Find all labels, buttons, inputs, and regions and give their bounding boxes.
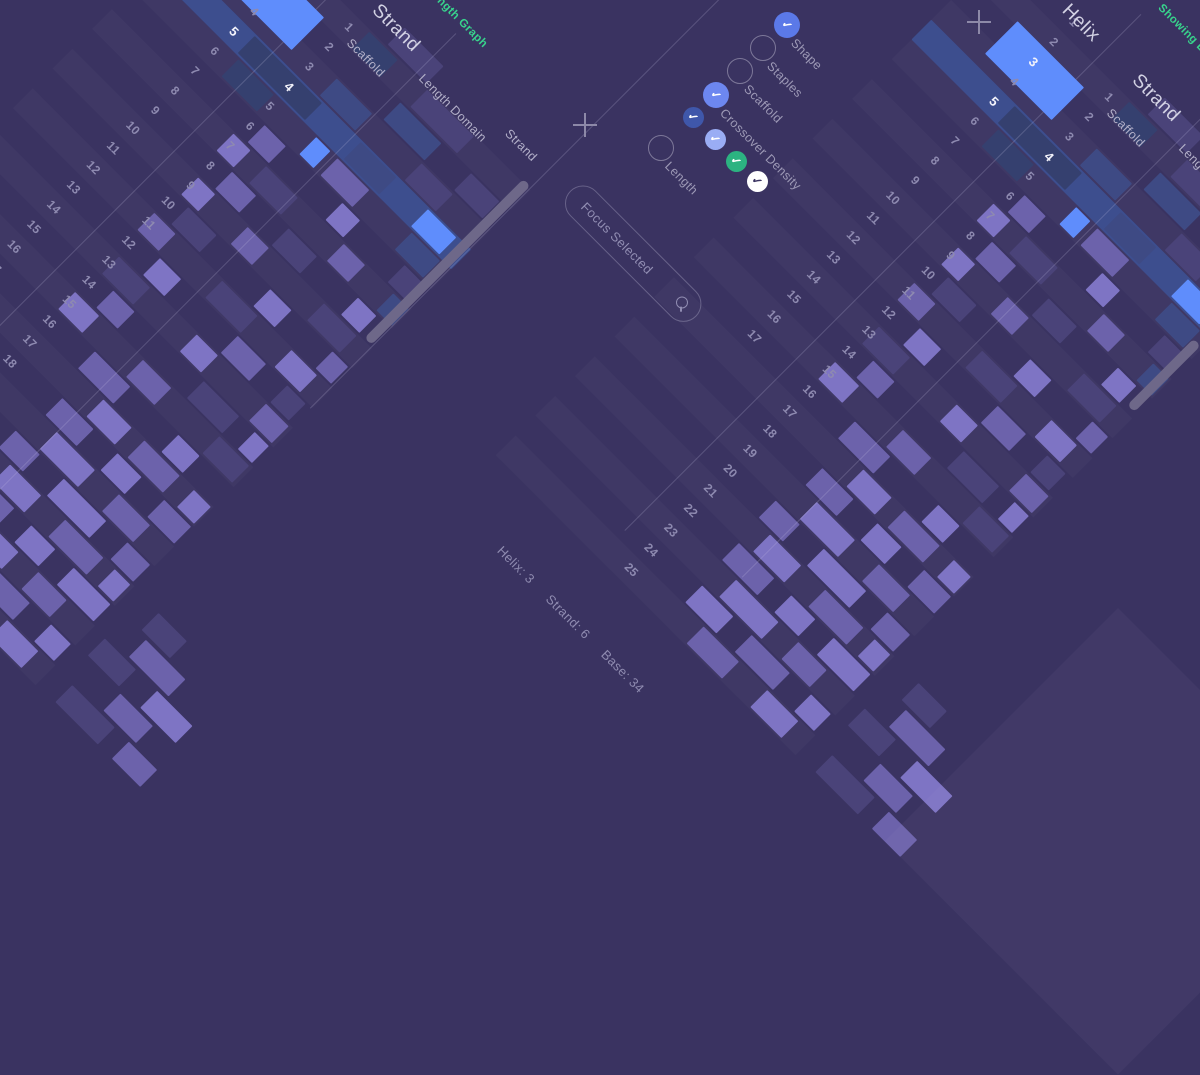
add-view-button-left[interactable] [573, 113, 597, 137]
toggle-length[interactable] [648, 135, 674, 161]
toggle-shape-label: Shape [788, 36, 825, 73]
toggle-crossover-density[interactable]: ✓ [703, 82, 729, 108]
length-graph-link[interactable]: Length Graph [425, 0, 490, 50]
toggle-color-option-5[interactable]: ✓ [705, 129, 726, 150]
tooltip-item: Helix: 3 [494, 543, 538, 587]
toggle-color-option-4[interactable]: ✓ [683, 107, 704, 128]
toggle-staples-label: Staples [764, 59, 805, 100]
check-icon: ✓ [685, 109, 701, 125]
toggle-length-label: Length [662, 159, 701, 198]
toggle-staples[interactable] [750, 35, 776, 61]
toggle-color-option-7[interactable]: ✓ [747, 171, 768, 192]
plus-icon [978, 10, 980, 34]
plus-icon [584, 113, 586, 137]
app-canvas: { "app": { "background": "#3a3361" }, "l… [0, 0, 1200, 655]
toggle-color-option-6[interactable]: ✓ [726, 151, 747, 172]
check-icon: ✓ [707, 131, 723, 147]
check-icon: ✓ [779, 17, 795, 33]
toggle-scaffold[interactable] [727, 58, 753, 84]
toggle-scaffold-label: Scaffold [741, 82, 785, 126]
tooltip-item: Strand: 6 [543, 591, 593, 641]
add-view-button-right[interactable] [967, 10, 991, 34]
check-icon: ✓ [708, 87, 724, 103]
check-icon: ✓ [749, 173, 765, 189]
toggle-shape[interactable]: ✓ [774, 12, 800, 38]
check-icon: ✓ [728, 153, 744, 169]
tooltip-item: Base: 34 [598, 647, 647, 696]
